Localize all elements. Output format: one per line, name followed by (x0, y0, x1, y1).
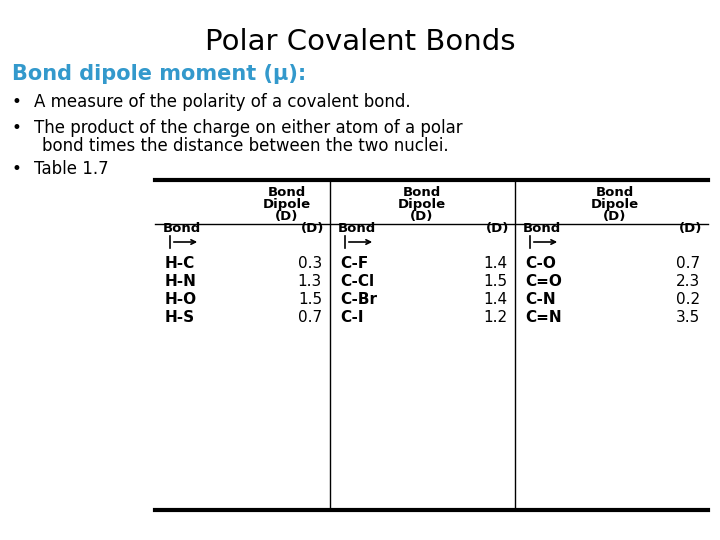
Text: (D): (D) (679, 222, 702, 235)
Text: Polar Covalent Bonds: Polar Covalent Bonds (204, 28, 516, 56)
Text: The product of the charge on either atom of a polar: The product of the charge on either atom… (34, 119, 463, 137)
Text: (D): (D) (410, 210, 433, 223)
Text: 1.4: 1.4 (483, 256, 507, 272)
Text: Bond: Bond (163, 222, 202, 235)
Text: A measure of the polarity of a covalent bond.: A measure of the polarity of a covalent … (34, 93, 410, 111)
Text: Bond dipole moment (μ):: Bond dipole moment (μ): (12, 64, 306, 84)
Text: H-O: H-O (165, 293, 197, 307)
Text: H-C: H-C (165, 256, 195, 272)
Text: 1.5: 1.5 (483, 274, 507, 289)
Text: 1.2: 1.2 (483, 310, 507, 326)
Text: (D): (D) (301, 222, 324, 235)
Text: (D): (D) (485, 222, 509, 235)
Text: C=N: C=N (525, 310, 562, 326)
Text: •: • (12, 119, 22, 137)
Text: C-N: C-N (525, 293, 556, 307)
Text: •: • (12, 160, 22, 178)
Text: 0.2: 0.2 (676, 293, 700, 307)
Text: 1.5: 1.5 (298, 293, 322, 307)
Text: H-N: H-N (165, 274, 197, 289)
Text: •: • (12, 93, 22, 111)
Text: (D): (D) (603, 210, 626, 223)
Text: Bond: Bond (596, 186, 634, 199)
Text: Bond: Bond (403, 186, 441, 199)
Text: C=O: C=O (525, 274, 562, 289)
Text: 2.3: 2.3 (676, 274, 700, 289)
Text: 0.7: 0.7 (676, 256, 700, 272)
Text: Bond: Bond (338, 222, 377, 235)
Text: 0.7: 0.7 (298, 310, 322, 326)
Text: Dipole: Dipole (591, 198, 639, 211)
Text: Bond: Bond (268, 186, 306, 199)
Text: C-I: C-I (340, 310, 364, 326)
Text: C-Br: C-Br (340, 293, 377, 307)
Text: (D): (D) (275, 210, 299, 223)
Text: 1.3: 1.3 (298, 274, 322, 289)
Text: 1.4: 1.4 (483, 293, 507, 307)
Text: Bond: Bond (523, 222, 562, 235)
Text: C-Cl: C-Cl (340, 274, 374, 289)
Text: C-O: C-O (525, 256, 556, 272)
Text: Table 1.7: Table 1.7 (34, 160, 109, 178)
Text: 3.5: 3.5 (676, 310, 700, 326)
Text: bond times the distance between the two nuclei.: bond times the distance between the two … (42, 137, 449, 155)
Text: 0.3: 0.3 (298, 256, 322, 272)
Text: C-F: C-F (340, 256, 368, 272)
Text: H-S: H-S (165, 310, 195, 326)
Text: Dipole: Dipole (263, 198, 311, 211)
Text: Dipole: Dipole (398, 198, 446, 211)
